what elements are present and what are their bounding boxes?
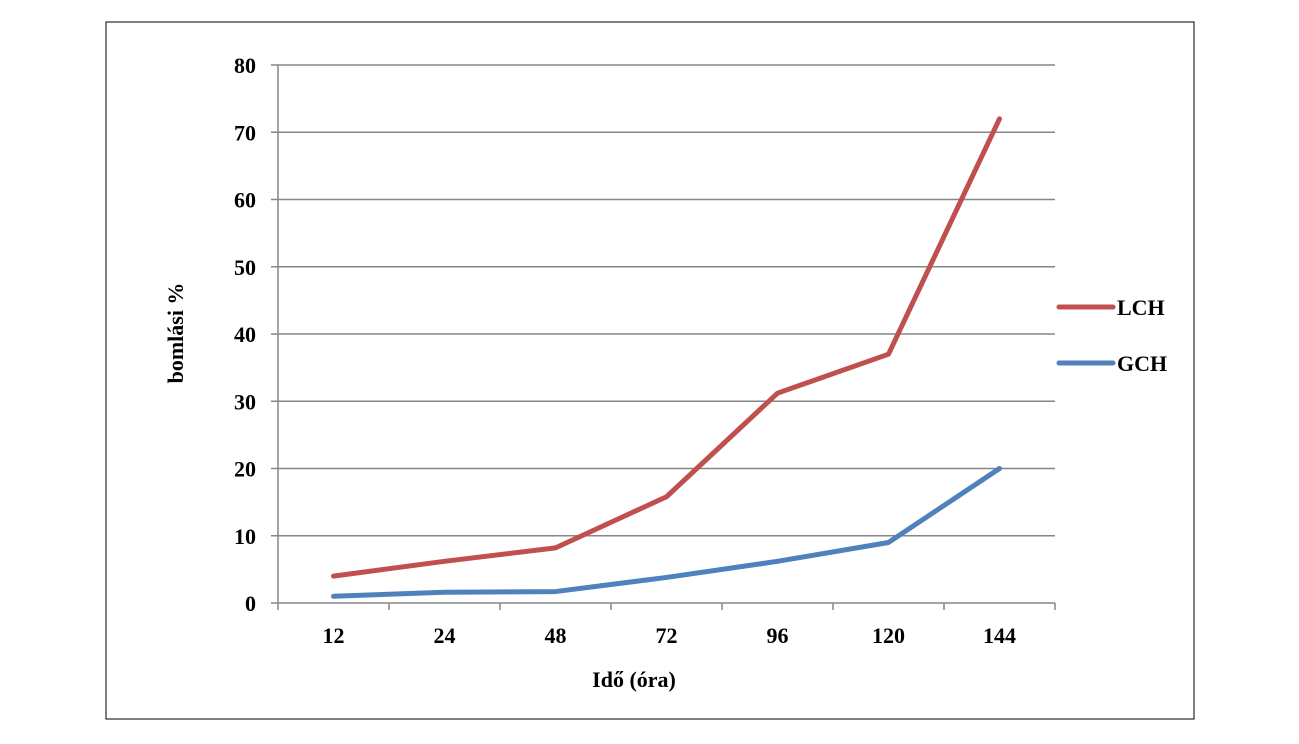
x-tick-label: 48 [545, 623, 567, 648]
x-tick-label: 144 [983, 623, 1016, 648]
y-tick-label: 30 [234, 389, 256, 414]
y-tick-label: 50 [234, 255, 256, 280]
y-tick-label: 20 [234, 457, 256, 482]
legend-label-lch: LCH [1117, 295, 1165, 320]
y-tick-label: 0 [245, 591, 256, 616]
x-tick-label: 96 [767, 623, 789, 648]
legend-label-gch: GCH [1117, 351, 1167, 376]
series-lines [331, 116, 1002, 599]
y-axis-title: bomlási % [163, 283, 188, 384]
y-tick-label: 40 [234, 322, 256, 347]
tick-labels: 0 10 20 30 40 50 60 70 80 12 24 48 72 96 120 144 [234, 53, 1016, 648]
legend: LCH GCH [1056, 295, 1167, 376]
gridlines [278, 64, 1055, 537]
axes [271, 64, 1056, 610]
series-line-lch [331, 116, 1002, 579]
y-tick-label: 10 [234, 524, 256, 549]
y-tick-label: 70 [234, 120, 256, 145]
x-tick-label: 24 [434, 623, 456, 648]
x-tick-label: 72 [656, 623, 678, 648]
x-tick-label: 12 [323, 623, 345, 648]
x-axis-title: Idő (óra) [592, 667, 676, 692]
x-tick-label: 120 [872, 623, 905, 648]
chart-frame [105, 21, 1195, 720]
y-tick-label: 60 [234, 188, 256, 213]
y-tick-label: 80 [234, 53, 256, 78]
series-line-gch [331, 466, 1002, 599]
